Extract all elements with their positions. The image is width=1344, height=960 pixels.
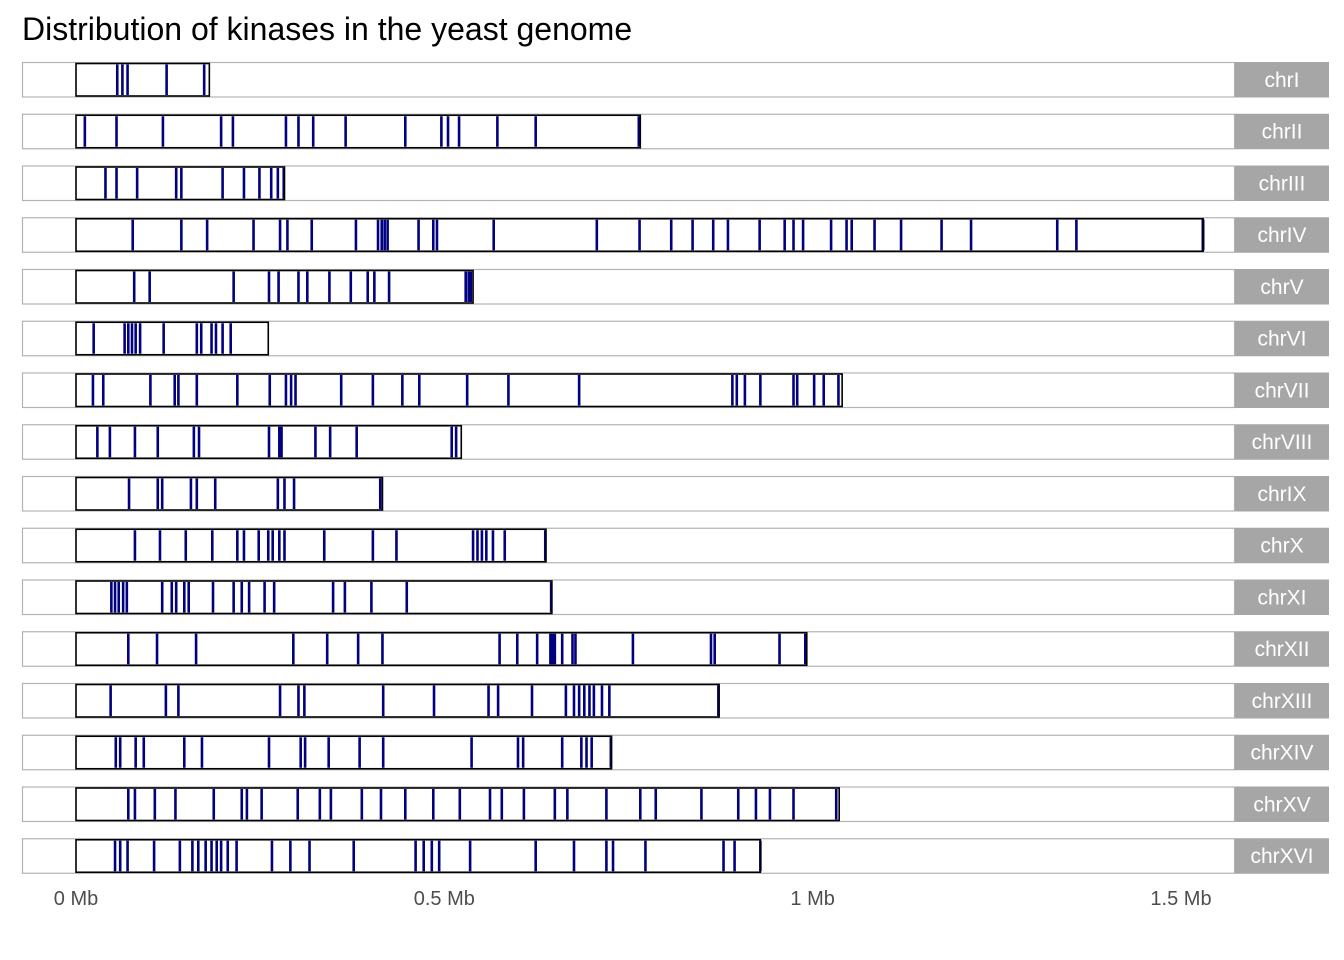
- chromosome-outline: [75, 321, 270, 356]
- strip-background: [1235, 683, 1329, 719]
- panel-border: [21, 631, 1236, 667]
- chromosome-panel-chrVI: chrVI: [21, 320, 1329, 357]
- chromosome-panel-chrXI: chrXI: [21, 579, 1329, 616]
- chromosome-outline: [75, 580, 553, 615]
- chromosome-outline: [75, 424, 463, 460]
- strip-label: chrI: [1264, 69, 1299, 92]
- chromosome-panel-chrV: chrV: [21, 268, 1329, 305]
- strip-label: chrVIII: [1252, 431, 1313, 454]
- panel-border: [21, 113, 1236, 150]
- panel-border: [21, 838, 1236, 874]
- panel-border: [21, 61, 1236, 98]
- chromosome-outline: [75, 217, 1204, 253]
- chromosome-outline: [75, 528, 547, 563]
- panel-border: [21, 372, 1236, 409]
- panel-border: [21, 579, 1236, 616]
- chromosome-panel-chrXV: chrXV: [21, 786, 1329, 823]
- chromosome-panel-chrII: chrII: [21, 113, 1329, 150]
- chromosome-panel-chrVIII: chrVIII: [21, 424, 1329, 460]
- strip-background: [1235, 527, 1329, 564]
- strip-background: [1235, 734, 1329, 771]
- chart-title: Distribution of kinases in the yeast gen…: [22, 11, 632, 47]
- chromosome-outline: [75, 373, 843, 408]
- chromosome-outline: [75, 735, 613, 770]
- strip-label: chrIV: [1257, 224, 1306, 247]
- strip-background: [1235, 476, 1329, 512]
- chromosome-panel-chrVII: chrVII: [21, 372, 1329, 409]
- strip-background: [1235, 631, 1329, 667]
- chromosome-panel-chrIII: chrIII: [21, 165, 1329, 202]
- panel-border: [21, 682, 1236, 719]
- chromosome-outline: [75, 114, 642, 149]
- x-tick-label: 0 Mb: [54, 888, 98, 910]
- strip-background: [1235, 786, 1329, 822]
- strip-label: chrVI: [1257, 328, 1306, 351]
- strip-label: chrXVI: [1250, 845, 1313, 868]
- chromosome-outline: [75, 838, 762, 874]
- chromosome-outline: [75, 787, 840, 822]
- chromosome-outline: [75, 683, 720, 718]
- panel-border: [21, 786, 1236, 823]
- chromosome-panel-chrIX: chrIX: [21, 475, 1329, 512]
- strip-background: [1235, 62, 1329, 98]
- x-tick-label: 1 Mb: [790, 888, 834, 910]
- chromosome-outline: [75, 62, 211, 97]
- chromosome-outline: [75, 166, 286, 201]
- strip-label: chrIII: [1259, 172, 1306, 195]
- strip-background: [1235, 838, 1329, 874]
- chromosome-panels: chrI chrII chrIII chrIV chrV chrVI chrVII chrVI…: [21, 61, 1329, 874]
- panel-border: [21, 320, 1236, 357]
- chromosome-outline: [75, 269, 474, 304]
- panel-border: [21, 527, 1236, 564]
- x-tick-label: 1.5 Mb: [1150, 888, 1211, 910]
- strip-label: chrXIII: [1252, 690, 1313, 713]
- strip-label: chrXV: [1253, 793, 1310, 816]
- x-tick-label: 0.5 Mb: [414, 888, 475, 910]
- panel-border: [21, 217, 1236, 253]
- panel-border: [21, 734, 1236, 771]
- strip-background: [1235, 113, 1329, 150]
- strip-background: [1235, 165, 1329, 201]
- strip-background: [1235, 579, 1329, 615]
- strip-background: [1235, 320, 1329, 357]
- strip-background: [1235, 372, 1329, 408]
- chromosome-panel-chrIV: chrIV: [21, 217, 1329, 253]
- chromosome-panel-chrXVI: chrXVI: [21, 838, 1329, 874]
- strip-label: chrIX: [1257, 483, 1306, 506]
- x-axis: 0 Mb 0.5 Mb 1 Mb 1.5 Mb: [54, 888, 1212, 910]
- strip-label: chrII: [1262, 121, 1303, 144]
- chromosome-outline: [75, 476, 384, 511]
- strip-background: [1235, 217, 1329, 253]
- strip-label: chrXIV: [1250, 742, 1313, 765]
- chromosome-outline: [75, 631, 808, 667]
- panel-border: [21, 424, 1236, 460]
- chromosome-panel-chrXIV: chrXIV: [21, 734, 1329, 771]
- panel-border: [21, 475, 1236, 512]
- strip-background: [1235, 424, 1329, 460]
- chromosome-panel-chrX: chrX: [21, 527, 1329, 564]
- chromosome-panel-chrXII: chrXII: [21, 631, 1329, 667]
- strip-label: chrX: [1260, 535, 1303, 558]
- chromosome-panel-chrXIII: chrXIII: [21, 682, 1329, 719]
- strip-label: chrXI: [1257, 586, 1306, 609]
- strip-label: chrVII: [1255, 379, 1310, 402]
- strip-background: [1235, 269, 1329, 305]
- panel-border: [21, 165, 1236, 202]
- chromosome-panel-chrI: chrI: [21, 61, 1329, 98]
- strip-label: chrV: [1260, 276, 1303, 299]
- strip-label: chrXII: [1255, 638, 1310, 661]
- panel-border: [21, 268, 1236, 305]
